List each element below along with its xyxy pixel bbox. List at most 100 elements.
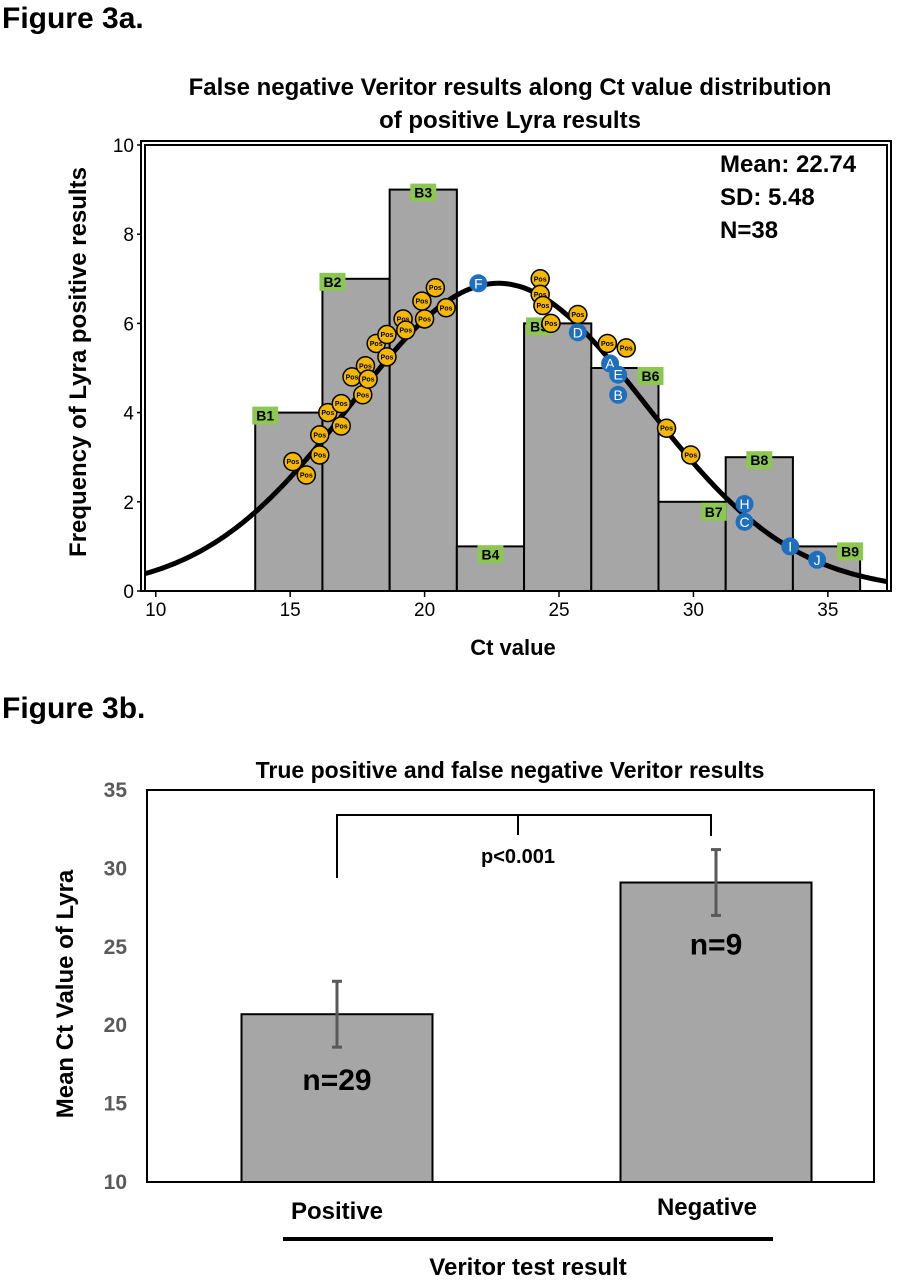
positive-marker: Pos <box>656 418 677 438</box>
bin-label-b8: B8 <box>746 451 773 470</box>
bin-label-b7: B7 <box>700 502 727 521</box>
bin-label-b4: B4 <box>477 545 504 564</box>
false-negative-label: B <box>613 387 622 403</box>
positive-marker-dot <box>358 369 378 389</box>
bin-label-bg <box>319 272 346 291</box>
positive-marker-label: Pos <box>313 432 326 439</box>
histogram-bar-6 <box>590 367 660 592</box>
false-negative-dot <box>735 495 754 514</box>
y-tick-label: 10 <box>113 136 134 157</box>
positive-marker-label: Pos <box>429 285 442 292</box>
false-negative-label: A <box>605 356 615 372</box>
positive-marker-dot <box>396 320 416 340</box>
positive-marker-label: Pos <box>381 354 394 361</box>
positive-marker-dot <box>616 338 636 358</box>
positive-marker-dot <box>331 393 352 414</box>
positive-marker-label: Pos <box>335 423 348 430</box>
false-negative-label: J <box>814 552 821 568</box>
positive-marker: Pos <box>377 347 397 367</box>
positive-marker: Pos <box>568 304 588 325</box>
positive-marker-dot <box>656 418 677 438</box>
positive-marker-dot <box>533 295 553 316</box>
x-tick-label: 10 <box>145 600 166 621</box>
positive-marker: Pos <box>377 324 397 345</box>
false-negative-dot <box>469 274 488 293</box>
y-tick-label: 15 <box>104 1093 128 1116</box>
positive-marker-label: Pos <box>321 410 334 417</box>
category-labels: Positive Negative <box>291 1194 757 1225</box>
stat-sd: SD: 5.48 <box>720 184 815 211</box>
positive-marker: Pos <box>318 402 338 423</box>
positive-marker-label: Pos <box>313 452 326 459</box>
data-markers: PosPosPosPosPosPosPosPosPosPosPosPosPosP… <box>283 269 827 569</box>
false-negative-label: E <box>613 367 622 383</box>
positive-marker-label: Pos <box>300 473 313 480</box>
bin-label-bg <box>410 183 437 202</box>
bin-label-b1: B1 <box>252 406 279 425</box>
positive-marker-dot <box>425 277 446 298</box>
x-tick-label: 35 <box>817 600 838 621</box>
chart-b-title: True positive and false negative Veritor… <box>256 757 765 783</box>
positive-marker-label: Pos <box>415 299 428 306</box>
positive-marker-label: Pos <box>571 312 584 319</box>
false-negative-dot <box>781 537 800 556</box>
positive-marker-label: Pos <box>346 374 359 381</box>
positive-marker-label: Pos <box>335 401 348 408</box>
positive-marker-label: Pos <box>359 363 372 370</box>
positive-marker-label: Pos <box>684 452 697 459</box>
positive-marker: Pos <box>309 425 330 445</box>
histogram-bar-5 <box>523 322 593 592</box>
plot-frame <box>146 789 875 1183</box>
positive-marker: Pos <box>309 445 330 465</box>
false-negative-dot <box>735 512 754 531</box>
positive-marker-label: Pos <box>545 321 558 328</box>
positive-marker: Pos <box>331 416 352 436</box>
x-tick-label: 15 <box>280 600 301 621</box>
false-negative-marker-h: H <box>735 495 754 514</box>
positive-marker-dot <box>436 298 456 318</box>
bin-label-text: B7 <box>705 504 723 520</box>
positive-marker: Pos <box>597 333 618 354</box>
histogram-bars <box>254 188 862 593</box>
bin-label-text: B3 <box>414 185 432 201</box>
false-negative-marker-d: D <box>568 323 587 342</box>
y-tick-label: 2 <box>123 493 134 514</box>
positive-marker-label: Pos <box>397 316 410 323</box>
bin-label-bg <box>746 451 773 470</box>
p-value-label: p<0.001 <box>481 846 555 868</box>
y-tick-label: 25 <box>104 936 128 959</box>
positive-marker-dot <box>597 333 618 354</box>
y-axis-label: Mean Ct Value of Lyra <box>52 869 79 1118</box>
chart-a-title-line2: of positive Lyra results <box>379 107 641 134</box>
count-label-negative: n=9 <box>690 929 743 962</box>
false-negative-label: D <box>573 324 583 340</box>
stat-mean: Mean: 22.74 <box>720 151 857 178</box>
positive-marker: Pos <box>358 369 378 389</box>
positive-marker-label: Pos <box>660 426 673 433</box>
bin-label-bg <box>252 406 279 425</box>
positive-marker: Pos <box>396 320 416 340</box>
false-negative-marker-e: E <box>609 365 628 384</box>
positive-marker-dot <box>680 445 701 465</box>
bin-label-text: B1 <box>256 408 274 424</box>
x-axis-ticks: 10 15 20 25 30 35 <box>145 591 838 621</box>
bin-label-bg <box>700 502 727 521</box>
bars: n=29 n=9 <box>240 848 813 1184</box>
y-tick-label: 30 <box>104 857 127 880</box>
y-tick-label: 20 <box>104 1014 127 1037</box>
significance-bracket <box>336 814 712 878</box>
positive-marker-dot <box>414 309 435 329</box>
y-tick-label: 6 <box>123 314 134 335</box>
positive-marker-label: Pos <box>534 276 547 283</box>
positive-marker: Pos <box>680 445 701 465</box>
positive-marker-label: Pos <box>601 341 614 348</box>
positive-marker-dot <box>318 402 338 423</box>
histogram-bar-3 <box>388 188 458 592</box>
bin-label-bg <box>837 542 864 561</box>
positive-marker-label: Pos <box>418 316 431 323</box>
chart-a-title-line1: False negative Veritor results along Ct … <box>189 74 832 101</box>
x-tick-label: 30 <box>683 600 704 621</box>
positive-marker-label: Pos <box>399 328 412 335</box>
